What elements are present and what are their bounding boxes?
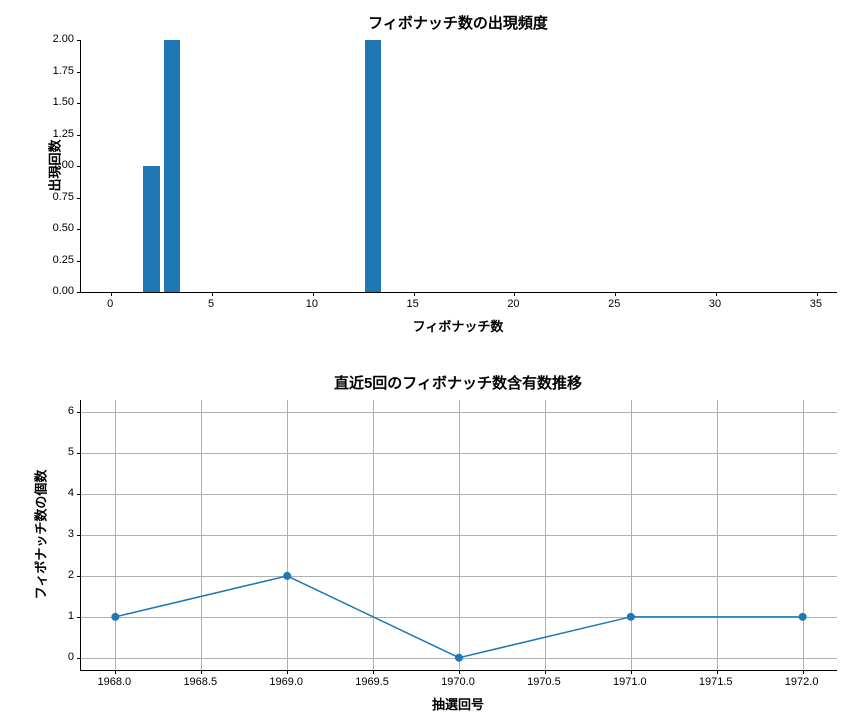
bar-ytick-label: 1.50	[0, 96, 74, 108]
bar-ylabel: 出現回数	[45, 126, 64, 206]
line-marker	[799, 613, 807, 621]
bar-ytick-label: 0.25	[0, 254, 74, 266]
bar	[164, 40, 180, 292]
bar	[365, 40, 381, 292]
line-xtick-label: 1971.0	[613, 676, 647, 688]
line-marker	[627, 613, 635, 621]
bar-xtick-label: 25	[608, 298, 620, 310]
line-xlabel: 抽選回号	[80, 694, 836, 713]
line-chart-plot	[80, 400, 837, 671]
line-xtick-label: 1969.0	[269, 676, 303, 688]
bar-xtick-label: 30	[709, 298, 721, 310]
line-ytick-label: 0	[0, 651, 74, 663]
line-xtick-label: 1970.0	[441, 676, 475, 688]
line-marker	[283, 572, 291, 580]
line-xtick-label: 1970.5	[527, 676, 561, 688]
line-series	[115, 576, 802, 658]
line-xtick-label: 1968.0	[98, 676, 132, 688]
bar-xtick-label: 35	[810, 298, 822, 310]
line-xtick-label: 1971.5	[699, 676, 733, 688]
bar-ytick-label: 0.00	[0, 285, 74, 297]
bar-xtick-label: 5	[208, 298, 214, 310]
line-marker	[455, 654, 463, 662]
line-xtick-label: 1969.5	[355, 676, 389, 688]
bar-xtick-label: 0	[107, 298, 113, 310]
line-chart-title: 直近5回のフィボナッチ数含有数推移	[80, 372, 836, 393]
bar-ytick-label: 2.00	[0, 33, 74, 45]
line-xtick-label: 1972.0	[785, 676, 819, 688]
line-ytick-label: 6	[0, 405, 74, 417]
bar-xtick-label: 15	[407, 298, 419, 310]
bar	[143, 166, 159, 292]
figure-container: フィボナッチ数の出現頻度0.000.250.500.751.001.251.50…	[0, 0, 864, 720]
bar-ytick-label: 1.75	[0, 65, 74, 77]
line-svg	[81, 400, 837, 670]
bar-chart-title: フィボナッチ数の出現頻度	[80, 12, 836, 33]
line-marker	[111, 613, 119, 621]
line-xtick-label: 1968.5	[183, 676, 217, 688]
bar-xtick-label: 20	[507, 298, 519, 310]
bar-xlabel: フィボナッチ数	[80, 316, 836, 335]
line-ylabel: フィボナッチ数の個数	[31, 435, 50, 635]
bar-ytick-label: 0.50	[0, 222, 74, 234]
bar-xtick-label: 10	[306, 298, 318, 310]
bar-chart-plot	[80, 40, 837, 293]
